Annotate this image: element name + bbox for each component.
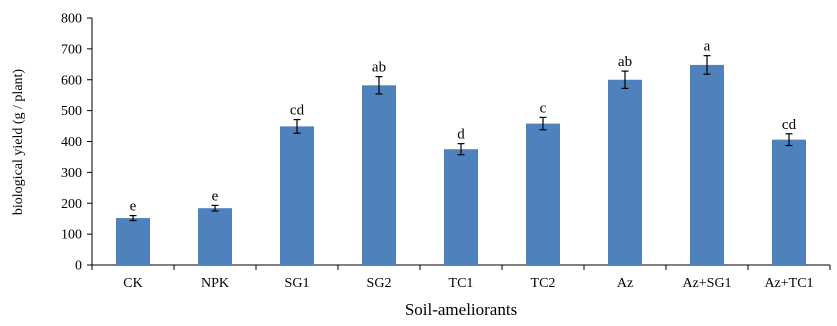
y-tick-label: 500 [61,104,82,119]
y-tick-label: 100 [61,228,82,243]
error-bar [621,70,629,89]
significance-letter: d [457,127,465,143]
significance-letter: a [704,39,711,55]
y-axis-title: biological yield (g / plant) [11,69,26,216]
error-bar-group [129,55,793,222]
significance-letter: e [212,188,219,204]
x-tick-group: CK NPK SG1 SG2 TC1 TC2 Az Az+SG1 Az+TC1 [91,265,831,291]
error-bar [211,204,219,212]
x-tick-label: Az+TC1 [764,276,813,291]
x-tick-label: TC2 [531,276,556,291]
y-tick-label: 300 [61,166,82,181]
bar [116,218,150,265]
y-tick-label: 600 [61,73,82,88]
significance-letter: cd [782,117,797,133]
bar [772,139,806,265]
x-tick-label: Az+SG1 [682,276,731,291]
x-tick-label: SG2 [367,276,392,291]
significance-letter: e [130,199,137,215]
bar [280,126,314,265]
error-bar [375,76,383,95]
error-bar [457,143,465,156]
bar [526,123,560,265]
error-bar [703,55,711,75]
bar [690,64,724,266]
significance-letter: c [540,100,547,116]
error-bar [785,133,793,147]
bar [608,79,642,265]
y-tick-label: 200 [61,197,82,212]
y-axis: 0 100 200 300 400 500 600 700 800 [61,12,93,274]
significance-letter: ab [618,54,632,70]
significance-letter: cd [290,103,305,119]
x-axis-title: Soil-ameliorants [405,300,517,319]
y-tick-group: 0 100 200 300 400 500 600 700 800 [61,12,92,274]
y-tick-label: 700 [61,42,82,57]
x-tick-label: CK [123,276,142,291]
x-tick-label: Az [617,276,633,291]
error-bar [293,118,301,134]
bar [198,208,232,265]
y-tick-label: 0 [75,259,82,274]
significance-letter-group: e e cd ab d c ab a cd [130,39,797,215]
x-axis: CK NPK SG1 SG2 TC1 TC2 Az Az+SG1 Az+TC1 [91,264,831,291]
x-tick-label: TC1 [449,276,474,291]
bar [444,149,478,265]
significance-letter: ab [372,60,386,76]
bar [362,85,396,266]
y-tick-label: 800 [61,12,82,27]
bar-group [116,64,806,266]
error-bar [129,215,137,222]
error-bar [539,116,547,131]
y-tick-label: 400 [61,135,82,150]
x-tick-label: SG1 [285,276,310,291]
x-tick-label: NPK [201,276,229,291]
